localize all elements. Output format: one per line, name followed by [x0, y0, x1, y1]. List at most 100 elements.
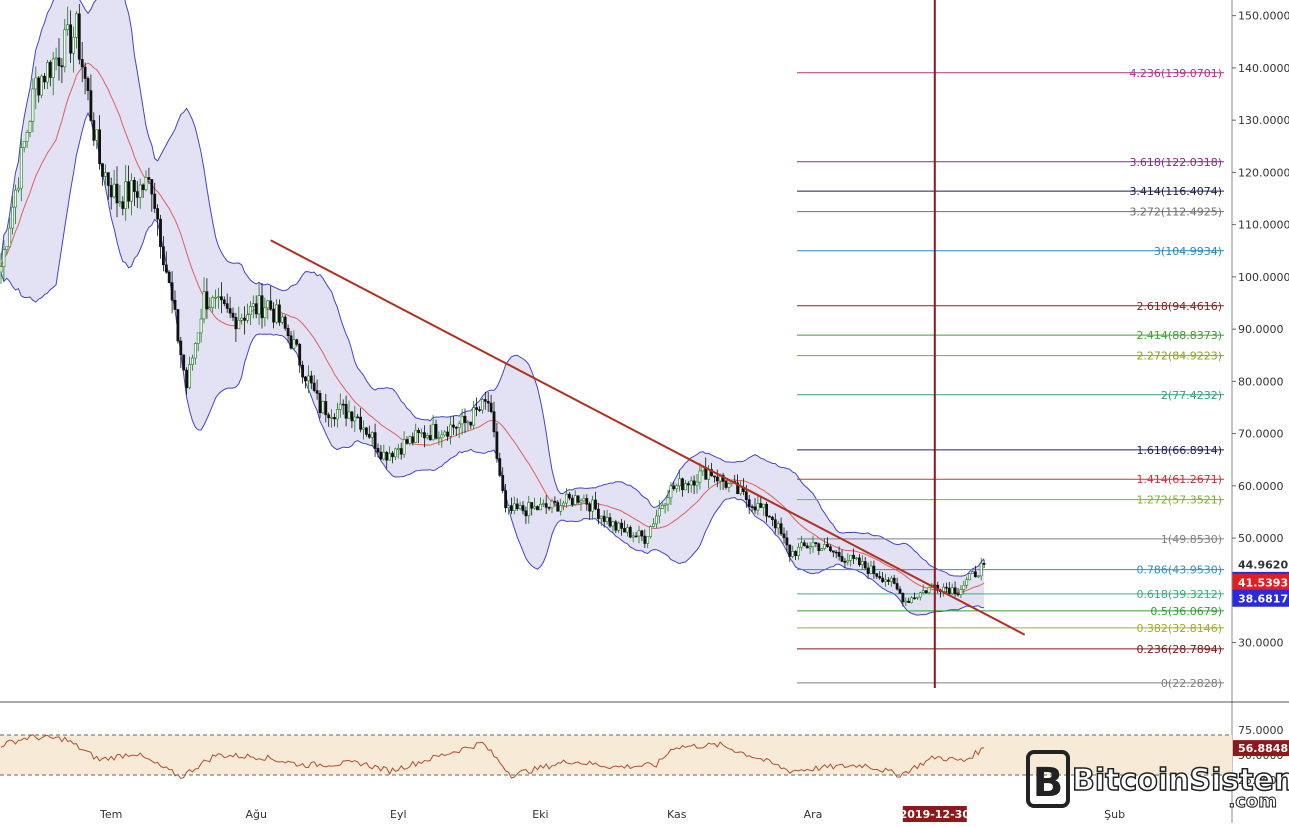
- candle-body: [472, 407, 476, 426]
- candle-body: [915, 596, 919, 599]
- candle-body: [576, 495, 580, 503]
- candle-body: [367, 434, 371, 438]
- price-tick-label: 90.0000: [1238, 323, 1284, 336]
- fib-level-label: 1(49.8530): [1161, 533, 1222, 546]
- candle-body: [556, 502, 560, 512]
- candle-body: [509, 505, 513, 511]
- fib-level-label: 1.618(66.8914): [1136, 444, 1222, 457]
- candle-body: [457, 423, 461, 428]
- candle-body: [188, 364, 191, 389]
- candle-body: [463, 415, 467, 423]
- candle-body: [863, 561, 867, 569]
- candle-body: [808, 546, 812, 549]
- candle-body: [101, 163, 104, 177]
- candle-body: [507, 505, 510, 509]
- candle-body: [420, 432, 423, 434]
- candle-body: [492, 411, 496, 433]
- candle-body: [657, 508, 661, 517]
- candle-body: [892, 577, 896, 584]
- candle-body: [112, 183, 116, 198]
- candle-body: [95, 129, 99, 141]
- candle-body: [872, 565, 876, 575]
- candle-body: [422, 432, 426, 439]
- candle-body: [927, 586, 931, 594]
- candle-body: [959, 589, 963, 595]
- candle-body: [277, 304, 281, 323]
- candle-body: [689, 480, 693, 486]
- candle-body: [425, 435, 429, 439]
- candle-body: [133, 180, 136, 192]
- candle-body: [643, 535, 647, 544]
- candle-body: [973, 571, 977, 578]
- candle-body: [544, 503, 548, 508]
- candle-body: [414, 429, 418, 443]
- rsi-last-label: 56.8848: [1238, 742, 1288, 755]
- candle-body: [211, 297, 215, 308]
- candle-body: [573, 495, 577, 505]
- candle-body: [43, 75, 46, 83]
- candle-body: [921, 590, 925, 593]
- candle-body: [541, 503, 545, 505]
- candle-body: [640, 530, 644, 537]
- fib-level-label: 2(77.4232): [1161, 389, 1222, 402]
- candle-body: [341, 403, 345, 406]
- candle-body: [698, 470, 702, 483]
- candle-body: [918, 592, 922, 598]
- candle-body: [869, 565, 873, 574]
- candle-body: [567, 493, 571, 499]
- candle-body: [127, 181, 131, 202]
- price-badge-label: 44.9620: [1238, 558, 1288, 571]
- fib-level-label: 0.382(32.8146): [1136, 622, 1222, 635]
- candle-body: [434, 424, 438, 439]
- candle-body: [164, 264, 168, 273]
- candle-body: [904, 600, 908, 603]
- candle-body: [251, 303, 255, 307]
- candle-body: [83, 66, 87, 79]
- candle-body: [411, 436, 415, 443]
- candle-body: [312, 382, 316, 391]
- candle-body: [362, 427, 365, 430]
- time-tick-label: Eyl: [390, 808, 407, 821]
- bitcoin-logo-glyph: B: [1033, 760, 1064, 806]
- candle-body: [799, 542, 803, 548]
- candle-body: [77, 13, 81, 60]
- candle-body: [364, 427, 368, 435]
- candle-body: [167, 271, 171, 283]
- candle-body: [237, 320, 241, 330]
- candle-body: [104, 172, 107, 177]
- price-tick-label: 80.0000: [1238, 375, 1284, 388]
- candle-body: [907, 600, 911, 603]
- candle-body: [454, 426, 458, 429]
- candle-body: [857, 557, 861, 566]
- fib-level-label: 0(22.2828): [1161, 677, 1222, 690]
- candle-body: [486, 401, 490, 404]
- trendline-layer: [270, 239, 1026, 636]
- candle-body: [393, 448, 397, 458]
- candle-body: [947, 587, 951, 594]
- time-tick-label: Tem: [99, 808, 122, 821]
- candle-body: [762, 503, 766, 508]
- candle-body: [478, 409, 481, 411]
- candle-body: [701, 467, 705, 472]
- candle-body: [451, 424, 455, 428]
- candle-body: [979, 563, 983, 577]
- candle-body: [579, 500, 583, 503]
- candle-body: [834, 551, 838, 554]
- candle-body: [727, 483, 731, 488]
- candle-body: [222, 299, 226, 304]
- candle-body: [968, 573, 972, 581]
- candle-body: [66, 24, 70, 31]
- candle-body: [811, 542, 815, 547]
- fibonacci-extension: 4.236(139.0701) 3.618(122.0318) 3.414(116.…: [797, 67, 1224, 690]
- candle-body: [570, 497, 574, 505]
- candle-body: [852, 554, 856, 559]
- candle-body: [950, 587, 954, 594]
- candle-body: [747, 499, 751, 507]
- candle-body: [875, 573, 879, 577]
- candle-body: [40, 75, 44, 96]
- price-tick-label: 70.0000: [1238, 428, 1284, 441]
- candle-body: [524, 510, 528, 517]
- candle-body: [898, 588, 902, 594]
- candle-body: [449, 424, 452, 437]
